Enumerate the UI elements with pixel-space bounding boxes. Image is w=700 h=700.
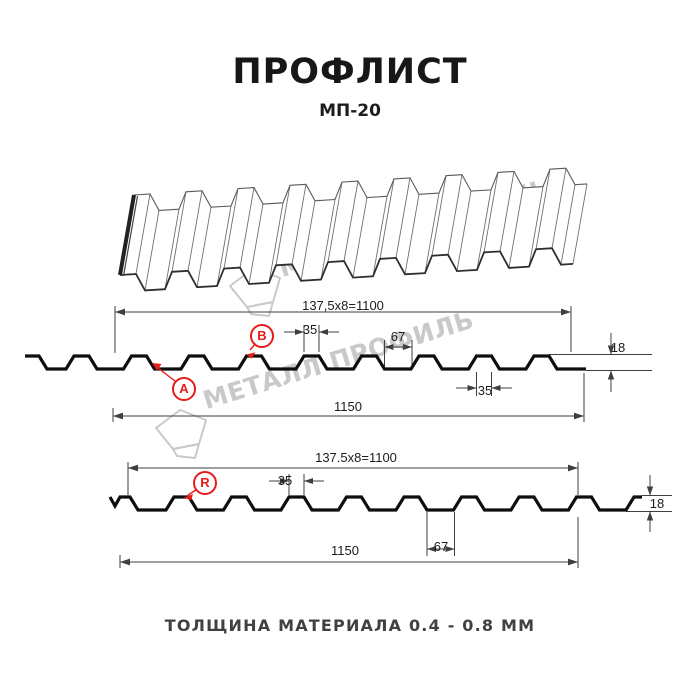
dim-overall-width-bottom-view: 1150 <box>331 543 359 558</box>
dim-overall-width-top-view: 1150 <box>334 399 362 414</box>
callout-leaders <box>152 343 257 382</box>
dim-rib-top-width-bottom-view: 35 <box>277 473 293 488</box>
profile-outline-top-view <box>25 354 586 371</box>
callout-leaders <box>184 489 197 501</box>
material-thickness-note: ТОЛЩИНА МАТЕРИАЛА 0.4 - 0.8 ММ <box>164 616 536 635</box>
profile-cross-section-bottom-view <box>108 462 672 568</box>
dimension-lines <box>112 306 652 422</box>
dimension-lines <box>119 462 672 568</box>
dim-rib-bottom-width-top-view: 35 <box>477 383 493 398</box>
page-title: ПРОФЛИСТ <box>232 52 468 92</box>
corrugated-sheet-3d-drawing <box>118 167 588 292</box>
profile-model-name: МП-20 <box>319 101 381 121</box>
dim-module-bottom-view: 137.5x8=1100 <box>315 450 397 465</box>
profile-outline-bottom-view <box>108 495 642 512</box>
dimension-arrowheads <box>120 464 654 566</box>
dim-module-top-view: 137,5x8=1100 <box>302 298 384 313</box>
dim-rib-top-width-top-view: 35 <box>302 322 318 337</box>
profile-cross-section-top-view <box>25 306 652 422</box>
dim-valley-width-top-view: 67 <box>390 329 406 344</box>
side-label-r: R <box>193 471 217 495</box>
dimension-arrowheads <box>113 308 615 420</box>
side-label-a: A <box>172 377 196 401</box>
dim-height-top-view: 18 <box>610 340 626 355</box>
dim-height-bottom-view: 18 <box>649 496 665 511</box>
dim-valley-width-bottom-view: 67 <box>433 539 449 554</box>
side-label-b: B <box>250 324 274 348</box>
